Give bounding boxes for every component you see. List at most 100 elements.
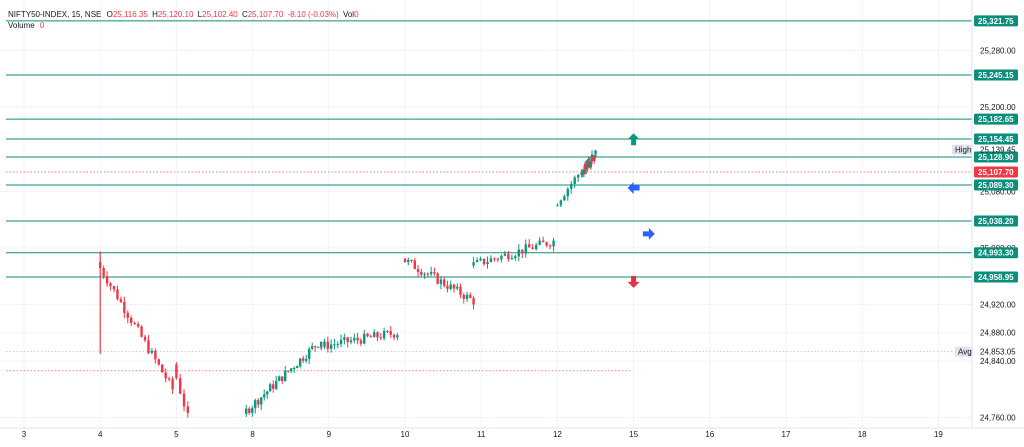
candle-body bbox=[301, 358, 305, 361]
candle-body bbox=[284, 370, 287, 381]
candle-body bbox=[376, 332, 379, 338]
avg-tag-label: Avg bbox=[958, 348, 972, 357]
high-tag-label: High bbox=[955, 146, 971, 155]
x-axis[interactable]: 3 4 5 8 9 10 11 12 15 16 17 18 19 bbox=[0, 427, 1024, 439]
candle-body bbox=[298, 358, 302, 367]
candle-body bbox=[503, 253, 507, 256]
candle-body bbox=[379, 337, 383, 339]
candle-body bbox=[496, 258, 500, 260]
candle-body bbox=[456, 286, 459, 289]
candle-body bbox=[552, 240, 555, 247]
signal-arrows bbox=[627, 133, 655, 288]
candle-body bbox=[442, 279, 446, 286]
x-tick-label: 9 bbox=[327, 430, 332, 439]
y-tick-label: 24,880.00 bbox=[980, 329, 1016, 338]
high-tag bbox=[952, 144, 972, 155]
candle-body bbox=[429, 272, 433, 275]
candle-body bbox=[392, 334, 396, 338]
candle-body bbox=[479, 258, 482, 260]
candle-body bbox=[570, 183, 573, 189]
candle-body bbox=[449, 284, 452, 289]
ohlc-legend: NIFTY50-INDEX, 15, NSE O25,116.35 H25,12… bbox=[8, 10, 359, 19]
candle-body bbox=[105, 276, 109, 284]
candle-body bbox=[472, 262, 475, 266]
level-price-label: 24,993.30 bbox=[978, 249, 1014, 258]
candle-body bbox=[436, 273, 439, 284]
candle-body bbox=[382, 331, 386, 339]
chart-grid bbox=[0, 0, 972, 428]
avg-tag bbox=[955, 346, 973, 357]
candle-body bbox=[389, 331, 392, 335]
candle-body bbox=[150, 350, 154, 353]
candle-body bbox=[469, 294, 472, 298]
x-tick-label: 19 bbox=[934, 430, 943, 439]
arrow-left-icon bbox=[627, 182, 640, 194]
candle-body bbox=[126, 312, 129, 318]
candle-body bbox=[372, 332, 376, 338]
candle-body bbox=[576, 175, 580, 178]
candle-body bbox=[140, 326, 143, 337]
level-price-label: 25,038.20 bbox=[978, 217, 1014, 226]
candle-body bbox=[410, 260, 413, 262]
candle-body bbox=[349, 340, 353, 343]
candle-body bbox=[171, 378, 174, 390]
candle-body bbox=[326, 341, 330, 349]
symbol-label[interactable]: NIFTY50-INDEX, 15, NSE bbox=[8, 10, 102, 19]
high-value: 25,120.10 bbox=[157, 10, 194, 19]
candle-body bbox=[263, 394, 266, 398]
x-tick-label: 16 bbox=[705, 430, 714, 439]
y-tick-label: 24,760.00 bbox=[980, 413, 1016, 422]
candle-body bbox=[524, 244, 527, 254]
candle-body bbox=[272, 384, 275, 389]
candle-body bbox=[465, 294, 469, 299]
candle-body bbox=[489, 258, 493, 263]
candle-body bbox=[336, 344, 339, 346]
x-tick-label: 3 bbox=[22, 430, 27, 439]
candle-body bbox=[186, 406, 190, 413]
candle-body bbox=[310, 346, 314, 349]
candle-body bbox=[534, 244, 538, 249]
level-price-label: 25,182.65 bbox=[978, 115, 1014, 124]
y-tick-label: 25,080.00 bbox=[980, 188, 1016, 197]
current-price-tag bbox=[974, 166, 1018, 178]
candle-body bbox=[307, 348, 311, 359]
candle-body bbox=[426, 273, 430, 275]
volume-label[interactable]: Volume bbox=[8, 21, 35, 30]
high-price-label: 25,139.45 bbox=[980, 146, 1016, 155]
candle-body bbox=[290, 368, 293, 372]
y-axis[interactable]: 25,280.0025,200.0025,080.0025,000.0024,9… bbox=[952, 0, 1018, 428]
level-price-tag bbox=[974, 69, 1018, 81]
candle-body bbox=[573, 177, 576, 184]
candle-body bbox=[161, 364, 164, 373]
x-tick-label: 10 bbox=[401, 430, 410, 439]
candle-body bbox=[588, 162, 591, 168]
candle-body bbox=[531, 247, 534, 249]
low-label: L bbox=[197, 10, 203, 19]
candle-body bbox=[179, 378, 182, 394]
candle-body bbox=[472, 297, 475, 305]
level-price-tag bbox=[974, 271, 1018, 283]
y-tick-label: 25,200.00 bbox=[980, 103, 1016, 112]
candle-body bbox=[559, 200, 563, 206]
open-label: O bbox=[106, 10, 113, 19]
candle-body bbox=[369, 336, 373, 338]
candle-body bbox=[433, 272, 436, 274]
candle-body bbox=[493, 258, 496, 260]
candle-body bbox=[319, 341, 323, 347]
candle-body bbox=[353, 337, 356, 341]
candle-body bbox=[514, 256, 517, 259]
candle-body bbox=[486, 262, 489, 265]
candle-body bbox=[538, 240, 541, 245]
candle-body bbox=[102, 267, 105, 277]
candle-body bbox=[304, 358, 308, 361]
candle-body bbox=[157, 359, 161, 365]
y-tick-label: 25,280.00 bbox=[980, 46, 1016, 55]
level-price-tag bbox=[974, 113, 1018, 125]
candle-body bbox=[112, 286, 116, 290]
candle-body bbox=[251, 408, 254, 413]
level-price-tag bbox=[974, 247, 1018, 259]
x-tick-label: 12 bbox=[553, 430, 562, 439]
candle-body bbox=[548, 245, 552, 247]
candle-body bbox=[475, 259, 479, 263]
